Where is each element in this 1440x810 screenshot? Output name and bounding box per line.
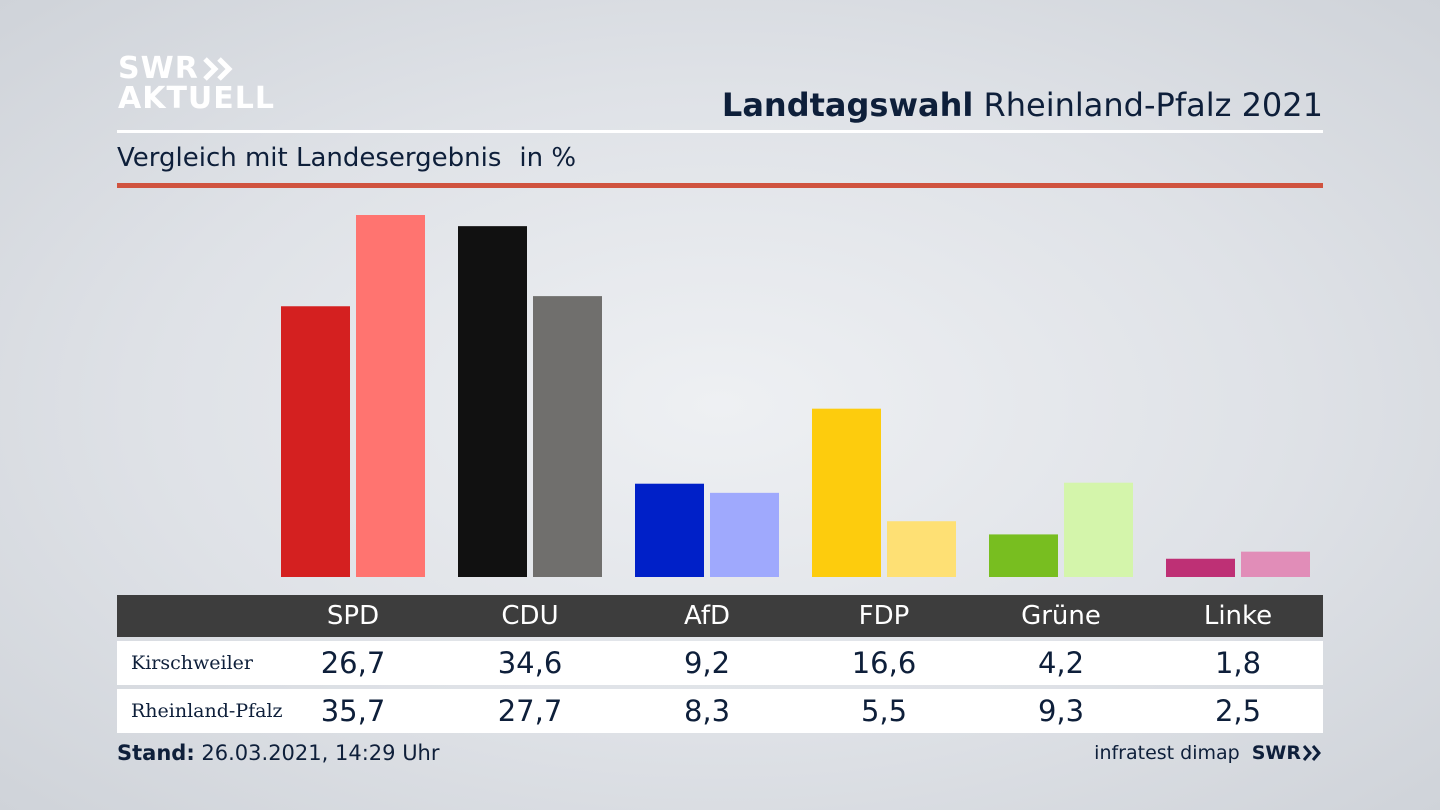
row-label: Rheinland-Pfalz <box>131 700 283 722</box>
bar-grne-local <box>989 534 1058 577</box>
party-label: AfD <box>683 601 731 631</box>
logo-swr-text: SWR <box>118 51 199 86</box>
value-cell: 5,5 <box>860 694 908 728</box>
value-cell: 27,7 <box>497 694 563 728</box>
double-chevron-icon <box>1303 745 1321 761</box>
value-cell: 26,7 <box>320 646 386 680</box>
value-cell: 9,3 <box>1037 694 1085 728</box>
title-divider <box>117 130 1323 133</box>
value-cell: 16,6 <box>851 646 917 680</box>
party-label: CDU <box>501 601 559 631</box>
bar-spd-local <box>281 306 350 577</box>
bar-spd-state <box>356 215 425 577</box>
table-row: Rheinland-Pfalz 35,7 27,7 8,3 5,5 9,3 2,5 <box>117 689 1323 733</box>
bar-cdu-local <box>458 226 527 578</box>
bar-fdp-state <box>887 521 956 577</box>
bar-grne-state <box>1064 482 1133 577</box>
swr-aktuell-logo: SWR AKTUELL <box>118 54 275 114</box>
stand-value: 26.03.2021, 14:29 Uhr <box>201 741 440 765</box>
bar-afd-state <box>710 492 779 577</box>
accent-divider <box>117 183 1323 188</box>
value-cell: 9,2 <box>683 646 731 680</box>
party-label: Linke <box>1203 601 1273 631</box>
page-title: Landtagswahl Rheinland-Pfalz 2021 <box>722 86 1323 124</box>
bar-cdu-state <box>533 296 602 577</box>
results-table: SPD CDU AfD FDP Grüne Linke Kirschweiler 26,7 3… <box>117 595 1323 733</box>
source-text: infratest dimap <box>1094 742 1240 764</box>
subtitle-text: Vergleich mit Landesergebnis <box>117 143 502 173</box>
bar-linke-local <box>1166 558 1235 577</box>
value-cell: 4,2 <box>1037 646 1085 680</box>
subtitle-unit: in % <box>519 143 577 173</box>
logo-aktuell-text: AKTUELL <box>118 81 276 116</box>
party-label: Grüne <box>1021 601 1101 631</box>
row-label: Kirschweiler <box>131 652 253 674</box>
title-bold: Landtagswahl <box>721 86 974 124</box>
party-label: FDP <box>858 601 910 631</box>
value-cell: 35,7 <box>320 694 386 728</box>
bar-fdp-local <box>812 408 881 577</box>
value-cell: 1,8 <box>1214 646 1262 680</box>
party-label: SPD <box>326 601 380 631</box>
timestamp: Stand: 26.03.2021, 14:29 Uhr <box>117 741 440 765</box>
value-cell: 8,3 <box>683 694 731 728</box>
value-cell: 34,6 <box>497 646 563 680</box>
stand-label: Stand: <box>117 741 195 765</box>
chart-subtitle: Vergleich mit Landesergebnis in % <box>117 143 576 173</box>
value-cell: 2,5 <box>1214 694 1262 728</box>
footer-swr-text: SWR <box>1251 742 1301 764</box>
bar-linke-state <box>1241 551 1310 577</box>
table-header: SPD CDU AfD FDP Grüne Linke <box>117 595 1323 637</box>
double-chevron-icon <box>203 57 233 81</box>
title-rest: Rheinland-Pfalz 2021 <box>983 86 1323 124</box>
source-credit: infratest dimap SWR <box>1094 742 1323 764</box>
table-row: Kirschweiler 26,7 34,6 9,2 16,6 4,2 1,8 <box>117 641 1323 685</box>
footer-swr-logo: SWR <box>1252 742 1323 764</box>
bar-afd-local <box>635 483 704 577</box>
